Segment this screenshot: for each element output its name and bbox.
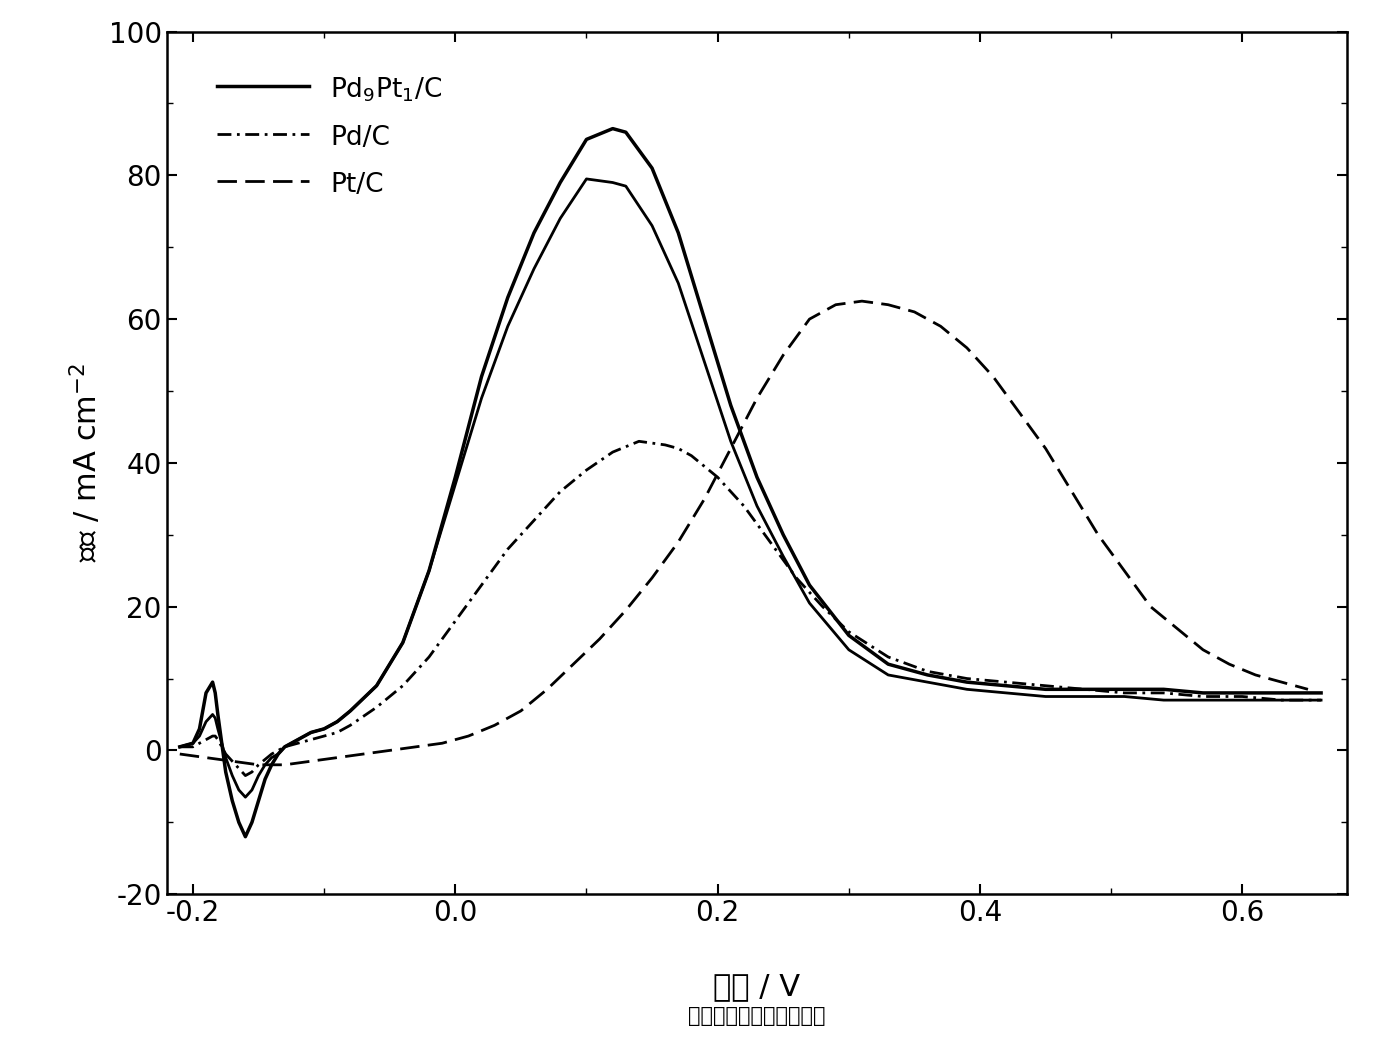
Pt/C bbox=[801, 312, 818, 325]
Pt/C bbox=[932, 320, 949, 332]
Pd$_9$Pt$_1$/C bbox=[1313, 687, 1329, 700]
Pd/C bbox=[1313, 694, 1329, 707]
Line: Pt/C: Pt/C bbox=[179, 301, 1308, 765]
Pt/C bbox=[1274, 675, 1290, 688]
Pd/C bbox=[710, 471, 726, 484]
Pt/C bbox=[669, 535, 686, 548]
Pt/C bbox=[1195, 644, 1211, 656]
Pt/C bbox=[1115, 564, 1132, 576]
Pt/C bbox=[958, 342, 975, 355]
Pt/C bbox=[749, 392, 765, 405]
Pt/C bbox=[972, 356, 989, 368]
Text: （相对于饱和甘汞电极）: （相对于饱和甘汞电极） bbox=[689, 1007, 825, 1027]
Pt/C bbox=[946, 330, 963, 343]
Pd/C bbox=[238, 769, 254, 782]
Pt/C bbox=[407, 741, 424, 753]
Pd/C bbox=[276, 741, 293, 753]
Pd$_9$Pt$_1$/C bbox=[171, 741, 188, 753]
Pt/C bbox=[197, 751, 214, 764]
Pt/C bbox=[276, 758, 293, 771]
Pt/C bbox=[643, 571, 660, 584]
Pt/C bbox=[1038, 442, 1054, 454]
Pt/C bbox=[906, 306, 922, 319]
Pd/C bbox=[171, 741, 188, 753]
Pt/C bbox=[513, 705, 529, 717]
Pd/C bbox=[920, 665, 936, 677]
Pd$_9$Pt$_1$/C bbox=[238, 830, 254, 843]
Line: Pd$_9$Pt$_1$/C: Pd$_9$Pt$_1$/C bbox=[179, 128, 1321, 836]
Pt/C bbox=[879, 299, 896, 311]
Legend: Pd$_9$Pt$_1$/C, Pd/C, Pt/C: Pd$_9$Pt$_1$/C, Pd/C, Pt/C bbox=[203, 62, 456, 211]
Pt/C bbox=[356, 748, 372, 761]
Pd$_9$Pt$_1$/C bbox=[329, 715, 346, 728]
Pt/C bbox=[1011, 406, 1028, 419]
Pt/C bbox=[329, 751, 346, 764]
Pt/C bbox=[433, 736, 450, 749]
Pt/C bbox=[722, 442, 739, 454]
Pt/C bbox=[250, 758, 267, 771]
Pt/C bbox=[696, 492, 713, 505]
Pd$_9$Pt$_1$/C bbox=[551, 177, 568, 189]
Pt/C bbox=[618, 604, 635, 616]
Pt/C bbox=[1168, 622, 1185, 634]
Pt/C bbox=[592, 632, 608, 645]
Pt/C bbox=[1221, 658, 1238, 670]
Pd$_9$Pt$_1$/C bbox=[224, 794, 240, 807]
Pd$_9$Pt$_1$/C bbox=[618, 126, 635, 139]
Pt/C bbox=[828, 299, 845, 311]
Pd$_9$Pt$_1$/C bbox=[749, 471, 765, 484]
Pt/C bbox=[539, 683, 556, 695]
Pt/C bbox=[224, 755, 240, 768]
Pd$_9$Pt$_1$/C bbox=[643, 162, 660, 175]
Pt/C bbox=[1064, 485, 1081, 498]
Pd/C bbox=[669, 442, 686, 454]
Pt/C bbox=[1142, 601, 1158, 613]
Pt/C bbox=[303, 755, 319, 768]
Pt/C bbox=[1247, 669, 1264, 682]
Pt/C bbox=[565, 658, 582, 670]
Pd/C bbox=[736, 500, 753, 512]
Y-axis label: 电流 / mA cm$^{-2}$: 电流 / mA cm$^{-2}$ bbox=[68, 363, 103, 563]
Pd$_9$Pt$_1$/C bbox=[604, 122, 621, 135]
Pt/C bbox=[171, 748, 188, 761]
Pt/C bbox=[382, 744, 399, 756]
Pt/C bbox=[486, 719, 503, 731]
Text: 电位 / V: 电位 / V bbox=[714, 972, 800, 1000]
Pt/C bbox=[460, 730, 476, 743]
Line: Pd/C: Pd/C bbox=[179, 442, 1321, 775]
Pt/C bbox=[854, 295, 871, 307]
Pt/C bbox=[1300, 683, 1317, 695]
Pt/C bbox=[985, 370, 1001, 383]
Pd/C bbox=[631, 436, 647, 448]
Pt/C bbox=[775, 349, 792, 362]
Pt/C bbox=[1090, 528, 1107, 541]
Pd/C bbox=[657, 439, 674, 451]
